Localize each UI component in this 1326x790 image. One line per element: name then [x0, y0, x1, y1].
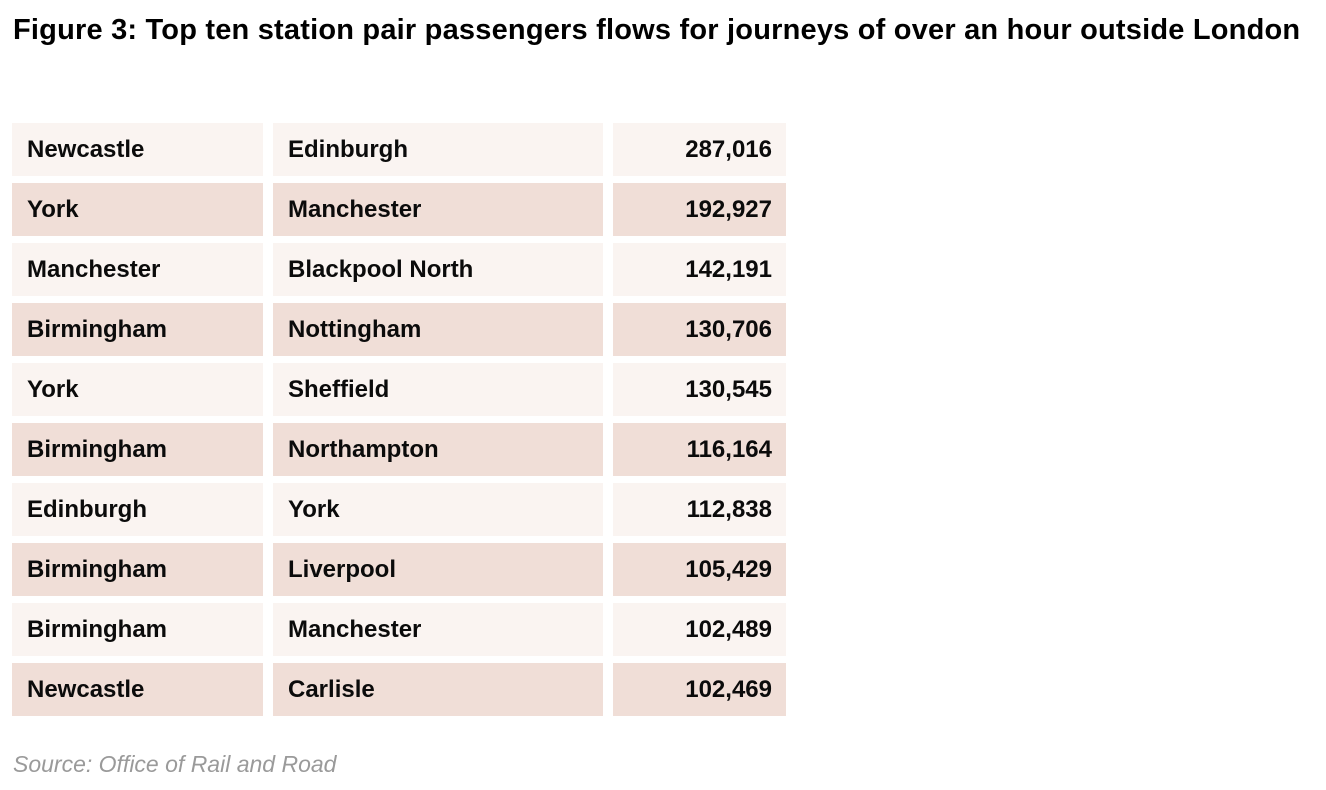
source-note: Source: Office of Rail and Road [13, 751, 337, 777]
origin-station-cell: Birmingham [12, 543, 263, 596]
destination-station-cell: Manchester [273, 183, 603, 236]
passenger-flow-cell: 192,927 [613, 183, 786, 236]
passenger-flow-cell: 112,838 [613, 483, 786, 536]
origin-station-cell: York [12, 183, 263, 236]
origin-station-cell: Birmingham [12, 603, 263, 656]
origin-station-cell: Birmingham [12, 423, 263, 476]
passenger-flow-cell: 130,706 [613, 303, 786, 356]
passenger-flow-cell: 142,191 [613, 243, 786, 296]
destination-station-cell: Northampton [273, 423, 603, 476]
origin-station-cell: Newcastle [12, 123, 263, 176]
origin-station-cell: Edinburgh [12, 483, 263, 536]
destination-station-cell: Liverpool [273, 543, 603, 596]
passenger-flow-cell: 102,489 [613, 603, 786, 656]
figure-title: Figure 3: Top ten station pair passenger… [13, 14, 1301, 46]
passenger-flow-cell: 130,545 [613, 363, 786, 416]
origin-station-cell: Newcastle [12, 663, 263, 716]
destination-station-cell: Carlisle [273, 663, 603, 716]
passenger-flow-cell: 287,016 [613, 123, 786, 176]
destination-station-cell: York [273, 483, 603, 536]
origin-station-cell: York [12, 363, 263, 416]
destination-station-cell: Sheffield [273, 363, 603, 416]
destination-station-cell: Nottingham [273, 303, 603, 356]
destination-station-cell: Edinburgh [273, 123, 603, 176]
origin-station-cell: Birmingham [12, 303, 263, 356]
destination-station-cell: Blackpool North [273, 243, 603, 296]
station-flow-table: Newcastle Edinburgh 287,016 York Manches… [12, 123, 786, 716]
passenger-flow-cell: 105,429 [613, 543, 786, 596]
origin-station-cell: Manchester [12, 243, 263, 296]
passenger-flow-cell: 102,469 [613, 663, 786, 716]
destination-station-cell: Manchester [273, 603, 603, 656]
passenger-flow-cell: 116,164 [613, 423, 786, 476]
